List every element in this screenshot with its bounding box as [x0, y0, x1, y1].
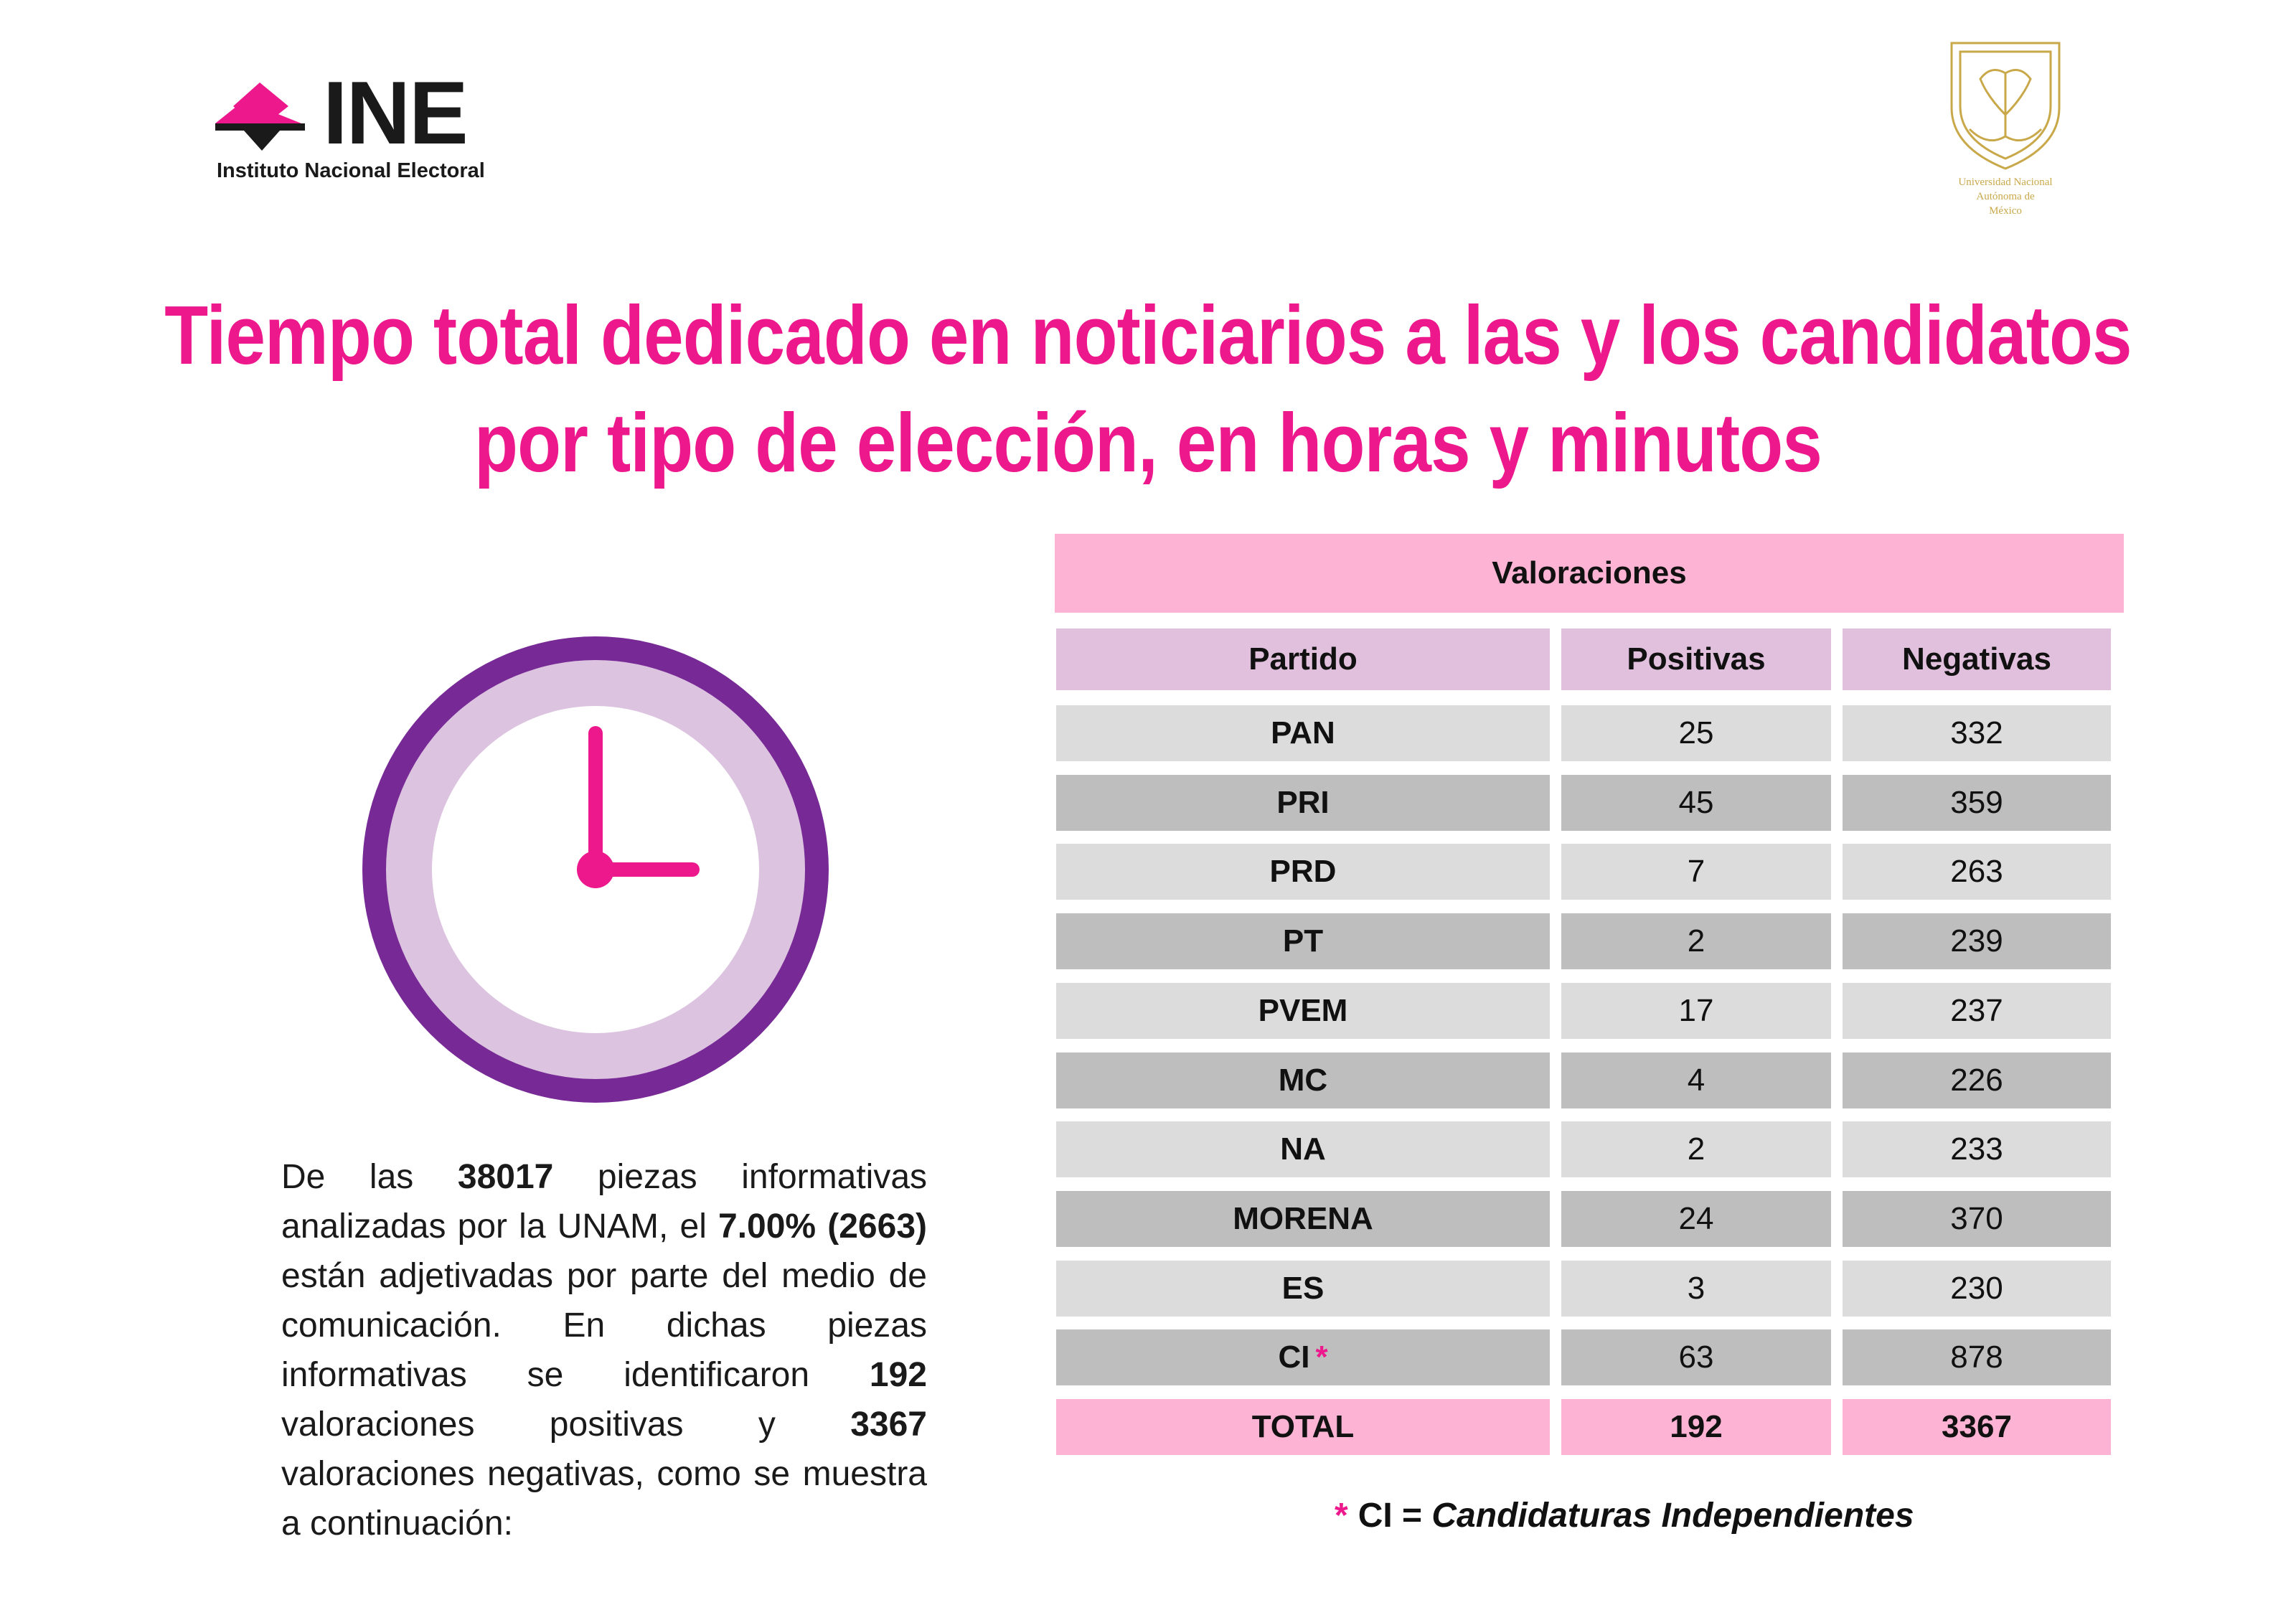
cell-text: PAN	[1271, 715, 1335, 750]
table-cell-positivas: 45	[1561, 775, 1831, 831]
column-header-positivas: Positivas	[1561, 628, 1831, 690]
table-cell-partido: MC	[1056, 1053, 1550, 1108]
column-header-negativas: Negativas	[1843, 628, 2111, 690]
cell-text: PT	[1282, 923, 1324, 959]
cell-text: 17	[1678, 993, 1714, 1028]
cell-text: 63	[1678, 1339, 1714, 1375]
page-title-line-1: Tiempo total dedicado en noticiarios a l…	[164, 288, 2132, 382]
table-cell-partido: CI *	[1056, 1329, 1550, 1385]
table-cell-negativas: 230	[1843, 1261, 2111, 1317]
cell-text: 237	[1950, 993, 2003, 1028]
unam-seal-line-3: México	[1989, 205, 2022, 217]
cell-text: 230	[1950, 1271, 2003, 1306]
footnote-meaning: Candidaturas Independientes	[1431, 1497, 1914, 1535]
table-cell-partido: NA	[1056, 1121, 1550, 1177]
table-cell-partido: PAN	[1056, 705, 1550, 761]
ballot-box-icon	[215, 83, 305, 151]
cell-text: 2	[1687, 923, 1705, 959]
table-cell-negativas: 237	[1843, 983, 2111, 1039]
cell-text: 233	[1950, 1131, 2003, 1167]
cell-text: PVEM	[1258, 993, 1348, 1028]
cell-text: 878	[1950, 1339, 2003, 1375]
table-cell-positivas: 24	[1561, 1191, 1831, 1247]
cell-text: 226	[1950, 1063, 2003, 1098]
table-cell-negativas: 233	[1843, 1121, 2111, 1177]
cell-text: MC	[1278, 1063, 1328, 1098]
cell-text: 24	[1678, 1201, 1714, 1236]
table-cell-partido: PT	[1056, 913, 1550, 969]
footnote-star: *	[1335, 1497, 1348, 1535]
cell-text: MORENA	[1233, 1201, 1373, 1236]
table-cell-positivas: 7	[1561, 844, 1831, 900]
footnote-abbr: CI =	[1358, 1497, 1432, 1535]
table-cell-negativas: 878	[1843, 1329, 2111, 1385]
ine-wordmark: INE	[323, 64, 469, 163]
table-cell-partido: MORENA	[1056, 1191, 1550, 1247]
cell-text: 25	[1678, 715, 1714, 750]
cell-text: CI	[1278, 1339, 1310, 1375]
ine-logo: INE Instituto Nacional Electoral	[215, 69, 538, 187]
clock-icon	[362, 636, 829, 1103]
table-cell-negativas: 239	[1843, 913, 2111, 969]
table-cell-partido: PVEM	[1056, 983, 1550, 1039]
summary-paragraph: De las 38017 piezas informativas analiza…	[281, 1158, 928, 1543]
cell-text: 3	[1687, 1271, 1705, 1306]
total-negativas: 3367	[1843, 1399, 2111, 1455]
cell-text: 332	[1950, 715, 2003, 750]
table-cell-positivas: 63	[1561, 1329, 1831, 1385]
cell-text: 45	[1678, 785, 1714, 820]
table-cell-positivas: 3	[1561, 1261, 1831, 1317]
cell-text: 263	[1950, 854, 2003, 889]
cell-text: NA	[1280, 1131, 1326, 1167]
unam-seal-line-2: Autónoma de	[1976, 191, 2035, 202]
table-band-title: Valoraciones	[1055, 534, 2124, 613]
page-title: Tiempo total dedicado en noticiarios a l…	[161, 281, 2135, 496]
table-cell-partido: PRD	[1056, 844, 1550, 900]
cell-text: 4	[1687, 1063, 1705, 1098]
footnote: * CI = Candidaturas Independientes	[1335, 1496, 1914, 1535]
table-cell-negativas: 370	[1843, 1191, 2111, 1247]
table-cell-positivas: 25	[1561, 705, 1831, 761]
total-partido: TOTAL	[1056, 1399, 1550, 1455]
table-cell-negativas: 359	[1843, 775, 2111, 831]
table-cell-negativas: 332	[1843, 705, 2111, 761]
total-positivas: 192	[1561, 1399, 1831, 1455]
table-cell-partido: PRI	[1056, 775, 1550, 831]
cell-text: 359	[1950, 785, 2003, 820]
ine-subtitle: Instituto Nacional Electoral	[217, 159, 485, 182]
table-cell-partido: ES	[1056, 1261, 1550, 1317]
table-cell-negativas: 263	[1843, 844, 2111, 900]
footnote-marker: *	[1315, 1339, 1328, 1375]
cell-text: 239	[1950, 923, 2003, 959]
cell-text: 370	[1950, 1201, 2003, 1236]
page-title-line-2: por tipo de elección, en horas y minutos	[474, 396, 1822, 489]
unam-seal-line-1: Universidad Nacional	[1958, 176, 2052, 188]
cell-text: 7	[1687, 854, 1705, 889]
unam-seal-icon: Universidad Nacional Autónoma de México	[1950, 42, 2061, 217]
table-cell-positivas: 2	[1561, 913, 1831, 969]
table-cell-negativas: 226	[1843, 1053, 2111, 1108]
cell-text: 2	[1687, 1131, 1705, 1167]
table-cell-positivas: 2	[1561, 1121, 1831, 1177]
cell-text: ES	[1281, 1271, 1325, 1306]
table-cell-positivas: 17	[1561, 983, 1831, 1039]
table-cell-positivas: 4	[1561, 1053, 1831, 1108]
cell-text: PRD	[1269, 854, 1337, 889]
cell-text: PRI	[1276, 785, 1330, 820]
column-header-partido: Partido	[1056, 628, 1550, 690]
